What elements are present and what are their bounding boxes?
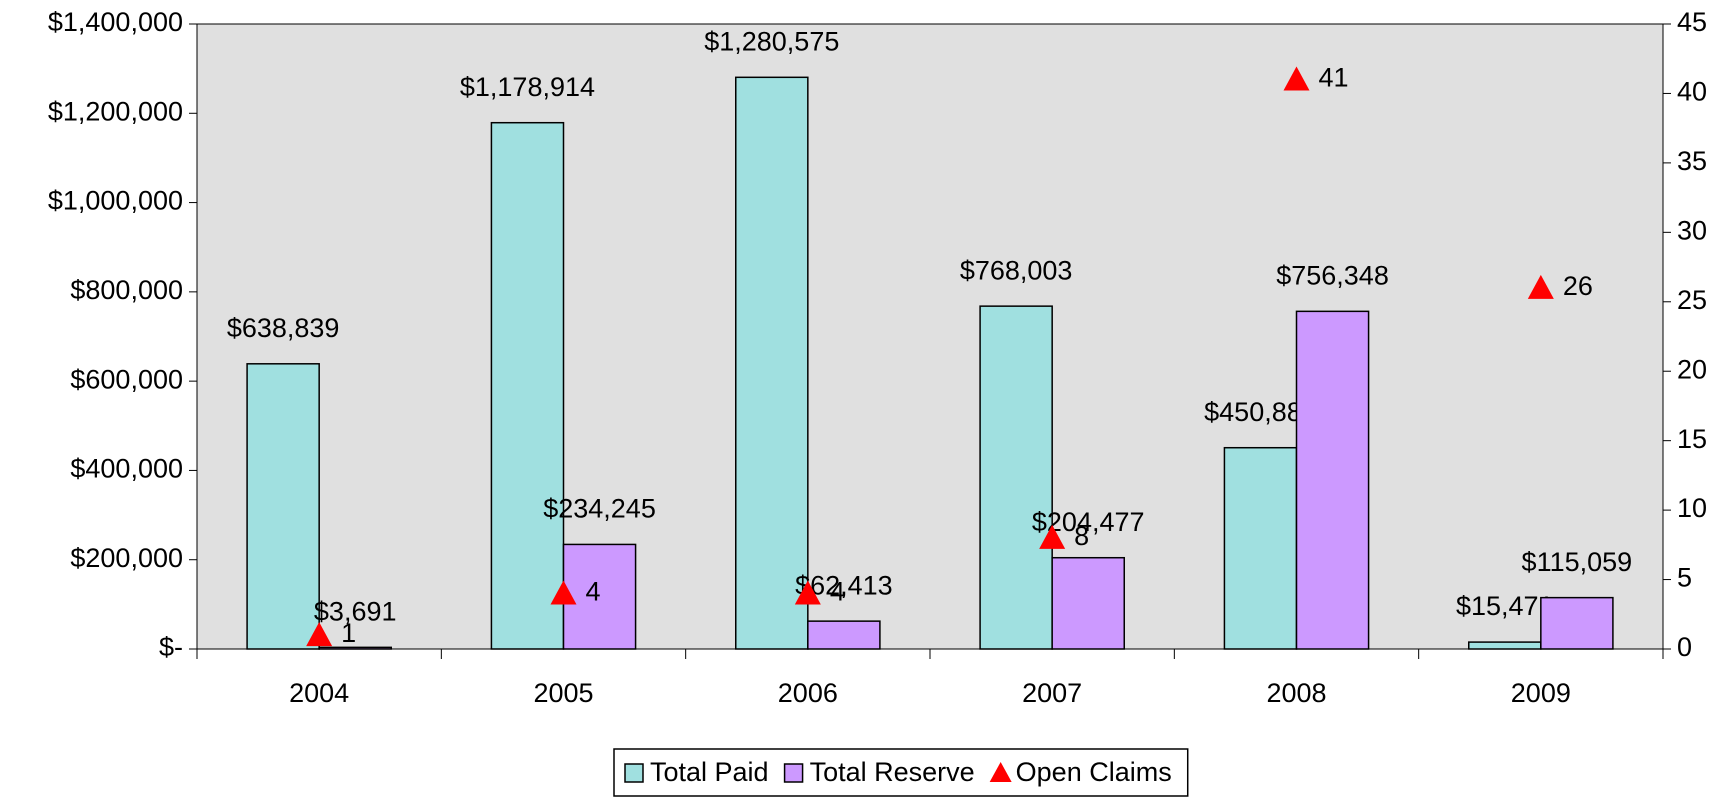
- value-label: $638,839: [227, 313, 340, 343]
- bar: [1295, 310, 1370, 650]
- y-tick-label: $400,000: [70, 454, 183, 484]
- bar: [318, 646, 392, 650]
- bar: [562, 543, 637, 650]
- y2-tick-label: 30: [1677, 215, 1707, 245]
- y2-tick-label: 20: [1677, 354, 1707, 384]
- bar: [1051, 556, 1125, 650]
- marker: [794, 580, 821, 605]
- bar: [1468, 641, 1542, 650]
- value-label: $3,691: [314, 596, 397, 626]
- y-tick-label: $1,400,000: [48, 7, 183, 37]
- value-label: 1: [341, 618, 356, 648]
- bar: [1223, 446, 1298, 650]
- x-tick-label: 2008: [1266, 678, 1326, 708]
- value-label: $1,280,575: [704, 26, 839, 56]
- y2-tick-label: 0: [1677, 632, 1692, 662]
- value-label: $768,003: [960, 255, 1073, 285]
- bar: [807, 620, 881, 650]
- value-label: 4: [830, 577, 845, 607]
- y2-tick-label: 15: [1677, 424, 1707, 454]
- marker: [1283, 66, 1310, 91]
- x-tick-label: 2005: [533, 678, 593, 708]
- legend-label: Total Reserve: [810, 757, 975, 787]
- legend-label: Open Claims: [1016, 757, 1172, 787]
- y-tick-label: $1,200,000: [48, 96, 183, 126]
- y2-tick-label: 45: [1677, 7, 1707, 37]
- bar: [490, 121, 565, 650]
- y2-tick-label: 35: [1677, 146, 1707, 176]
- marker: [1527, 274, 1554, 299]
- y2-tick-label: 40: [1677, 77, 1707, 107]
- marker: [1039, 524, 1066, 549]
- value-label: 8: [1074, 521, 1089, 551]
- value-label: 26: [1563, 271, 1593, 301]
- y-tick-label: $200,000: [70, 543, 183, 573]
- y2-tick-label: 25: [1677, 285, 1707, 315]
- x-tick-label: 2009: [1511, 678, 1571, 708]
- legend-swatch: [783, 763, 804, 783]
- value-label: 4: [586, 577, 601, 607]
- bar: [735, 76, 809, 650]
- value-label: $234,245: [543, 494, 656, 524]
- legend-label: Total Paid: [650, 757, 769, 787]
- value-label: $115,059: [1522, 547, 1633, 577]
- bar: [1540, 596, 1614, 650]
- y-tick-label: $1,000,000: [48, 186, 183, 216]
- y2-tick-label: 5: [1677, 563, 1692, 593]
- x-tick-label: 2004: [289, 678, 349, 708]
- x-tick-label: 2007: [1022, 678, 1082, 708]
- value-label: $756,348: [1276, 260, 1389, 290]
- legend-swatch: [624, 763, 644, 783]
- y2-tick-label: 10: [1677, 493, 1707, 523]
- value-label: $1,178,914: [460, 72, 595, 102]
- legend-swatch: [989, 762, 1012, 782]
- y-tick-label: $800,000: [70, 275, 183, 305]
- plot-area: [196, 23, 1664, 650]
- legend: [613, 748, 1189, 797]
- value-label: $15,471: [1456, 591, 1554, 621]
- bar: [979, 305, 1053, 650]
- y-tick-label: $600,000: [70, 364, 183, 394]
- x-tick-label: 2006: [778, 678, 838, 708]
- value-label: 41: [1319, 63, 1349, 93]
- marker: [306, 622, 333, 647]
- y-tick-label: $-: [159, 632, 183, 662]
- marker: [550, 580, 577, 605]
- bar: [246, 363, 320, 650]
